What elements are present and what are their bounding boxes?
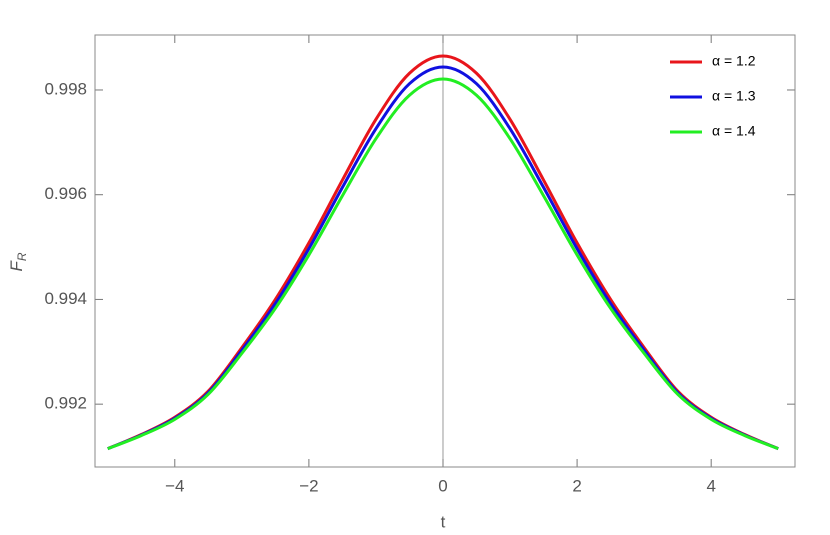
x-tick-label: 2: [572, 476, 581, 495]
x-tick-label: −2: [299, 476, 318, 495]
x-tick-label: 0: [438, 476, 447, 495]
y-tick-label: 0.998: [44, 79, 87, 98]
plot-frame: [94, 34, 796, 468]
y-tick-label: 0.996: [44, 184, 87, 203]
y-label-sub: R: [15, 252, 29, 261]
x-tick-label: −4: [165, 476, 184, 495]
x-tick-label: 4: [706, 476, 715, 495]
y-axis-label: FR: [7, 252, 29, 271]
series-line: [107, 77, 779, 451]
legend-label: α = 1.2: [712, 53, 756, 69]
y-tick-label: 0.992: [44, 394, 87, 413]
legend-label: α = 1.4: [712, 123, 756, 139]
y-label-main: F: [7, 260, 26, 272]
x-axis-label: t: [441, 512, 446, 531]
legend-label: α = 1.3: [712, 88, 756, 104]
y-tick-label: 0.994: [44, 289, 87, 308]
